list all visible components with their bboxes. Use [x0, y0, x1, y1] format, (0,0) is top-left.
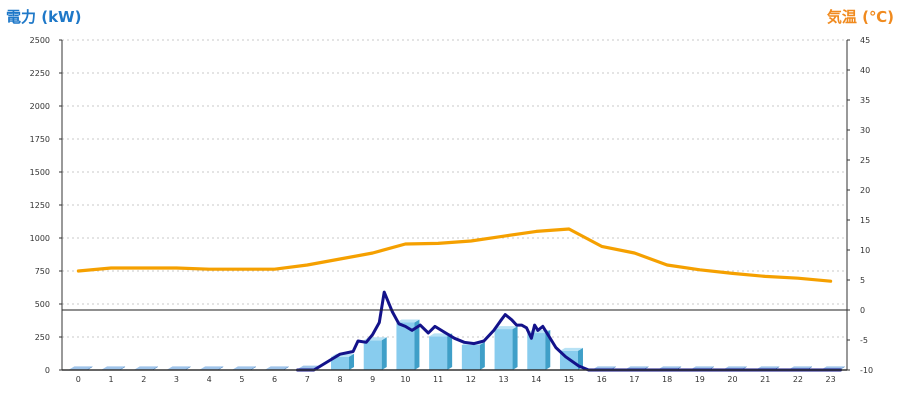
left-tick-label: 250	[35, 333, 50, 342]
power-bar-side	[447, 333, 453, 370]
right-tick-label: 25	[860, 156, 870, 165]
power-bar-side	[87, 366, 93, 370]
x-tick-label: 10	[400, 375, 410, 384]
power-bars	[69, 319, 845, 370]
power-bar	[331, 356, 350, 370]
x-tick-label: 22	[793, 375, 803, 384]
right-tick-label: 15	[860, 216, 870, 225]
right-tick-label: 45	[860, 36, 870, 45]
temperature-line	[76, 227, 833, 283]
power-bar-side	[250, 366, 256, 370]
right-tick-label: 0	[860, 306, 865, 315]
left-tick-label: 2500	[30, 36, 50, 45]
power-bar-side	[577, 347, 583, 370]
x-tick-label: 8	[337, 375, 342, 384]
axes	[59, 39, 850, 371]
power-bar-side	[152, 366, 158, 370]
left-tick-label: 2250	[30, 69, 50, 78]
x-tick-label: 7	[305, 375, 310, 384]
x-tick-label: 13	[498, 375, 508, 384]
power-bar-top	[102, 366, 126, 370]
power-bar-side	[349, 353, 355, 370]
left-tick-label: 2000	[30, 102, 50, 111]
power-bar	[494, 329, 513, 370]
power-bar	[461, 344, 480, 370]
left-tick-label: 750	[35, 267, 50, 276]
left-tick-label: 1750	[30, 135, 50, 144]
power-bar-top	[167, 366, 191, 370]
left-axis-title: 電力 (kW)	[6, 8, 81, 26]
left-tick-label: 0	[45, 366, 50, 375]
power-bar-side	[479, 341, 485, 370]
left-tick-label: 500	[35, 300, 50, 309]
x-tick-label: 3	[174, 375, 179, 384]
right-tick-label: 5	[860, 276, 865, 285]
x-tick-label: 17	[629, 375, 639, 384]
x-tick-label: 12	[466, 375, 476, 384]
right-tick-label: 40	[860, 66, 870, 75]
x-tick-label: 14	[531, 375, 541, 384]
power-bar	[396, 322, 415, 370]
x-tick-label: 15	[564, 375, 574, 384]
left-tick-label: 1250	[30, 201, 50, 210]
tick-labels: 02505007501000125015001750200022502500-1…	[30, 36, 873, 384]
x-tick-label: 0	[76, 375, 81, 384]
left-tick-label: 1500	[30, 168, 50, 177]
x-tick-label: 16	[597, 375, 607, 384]
power-bar-top	[200, 366, 224, 370]
power-bar-top	[134, 366, 158, 370]
power-bar	[429, 336, 448, 370]
power-bar-top	[265, 366, 289, 370]
x-tick-label: 6	[272, 375, 277, 384]
power-bar-top	[396, 319, 420, 323]
power-bar	[527, 333, 546, 370]
right-tick-label: 20	[860, 186, 870, 195]
power-bar-top	[559, 347, 583, 351]
x-tick-label: 4	[207, 375, 212, 384]
right-axis-title: 気温 (℃)	[827, 8, 894, 26]
x-tick-label: 2	[141, 375, 146, 384]
x-tick-label: 23	[826, 375, 836, 384]
x-tick-label: 5	[239, 375, 244, 384]
x-tick-label: 19	[695, 375, 705, 384]
power-bar-side	[218, 366, 224, 370]
power-bar-side	[185, 366, 191, 370]
x-tick-label: 18	[662, 375, 672, 384]
gridlines	[62, 39, 847, 338]
right-tick-label: -10	[860, 366, 873, 375]
power-bar	[363, 340, 382, 370]
power-bar-side	[512, 326, 518, 370]
x-tick-label: 1	[109, 375, 114, 384]
power-bar-side	[120, 366, 126, 370]
right-tick-label: 30	[860, 126, 870, 135]
x-tick-label: 11	[433, 375, 443, 384]
right-tick-label: 35	[860, 96, 870, 105]
power-bar-side	[414, 319, 420, 370]
power-bar-top	[232, 366, 256, 370]
power-bar-top	[69, 366, 93, 370]
power-bar-side	[381, 337, 387, 370]
right-tick-label: -5	[860, 336, 868, 345]
power-bar-side	[283, 366, 289, 370]
power-bar-top	[494, 326, 518, 330]
x-tick-label: 9	[370, 375, 375, 384]
x-tick-label: 21	[760, 375, 770, 384]
x-tick-label: 20	[727, 375, 737, 384]
right-tick-label: 10	[860, 246, 870, 255]
left-tick-label: 1000	[30, 234, 50, 243]
power-bar-side	[545, 330, 551, 370]
series-lines	[76, 227, 842, 372]
